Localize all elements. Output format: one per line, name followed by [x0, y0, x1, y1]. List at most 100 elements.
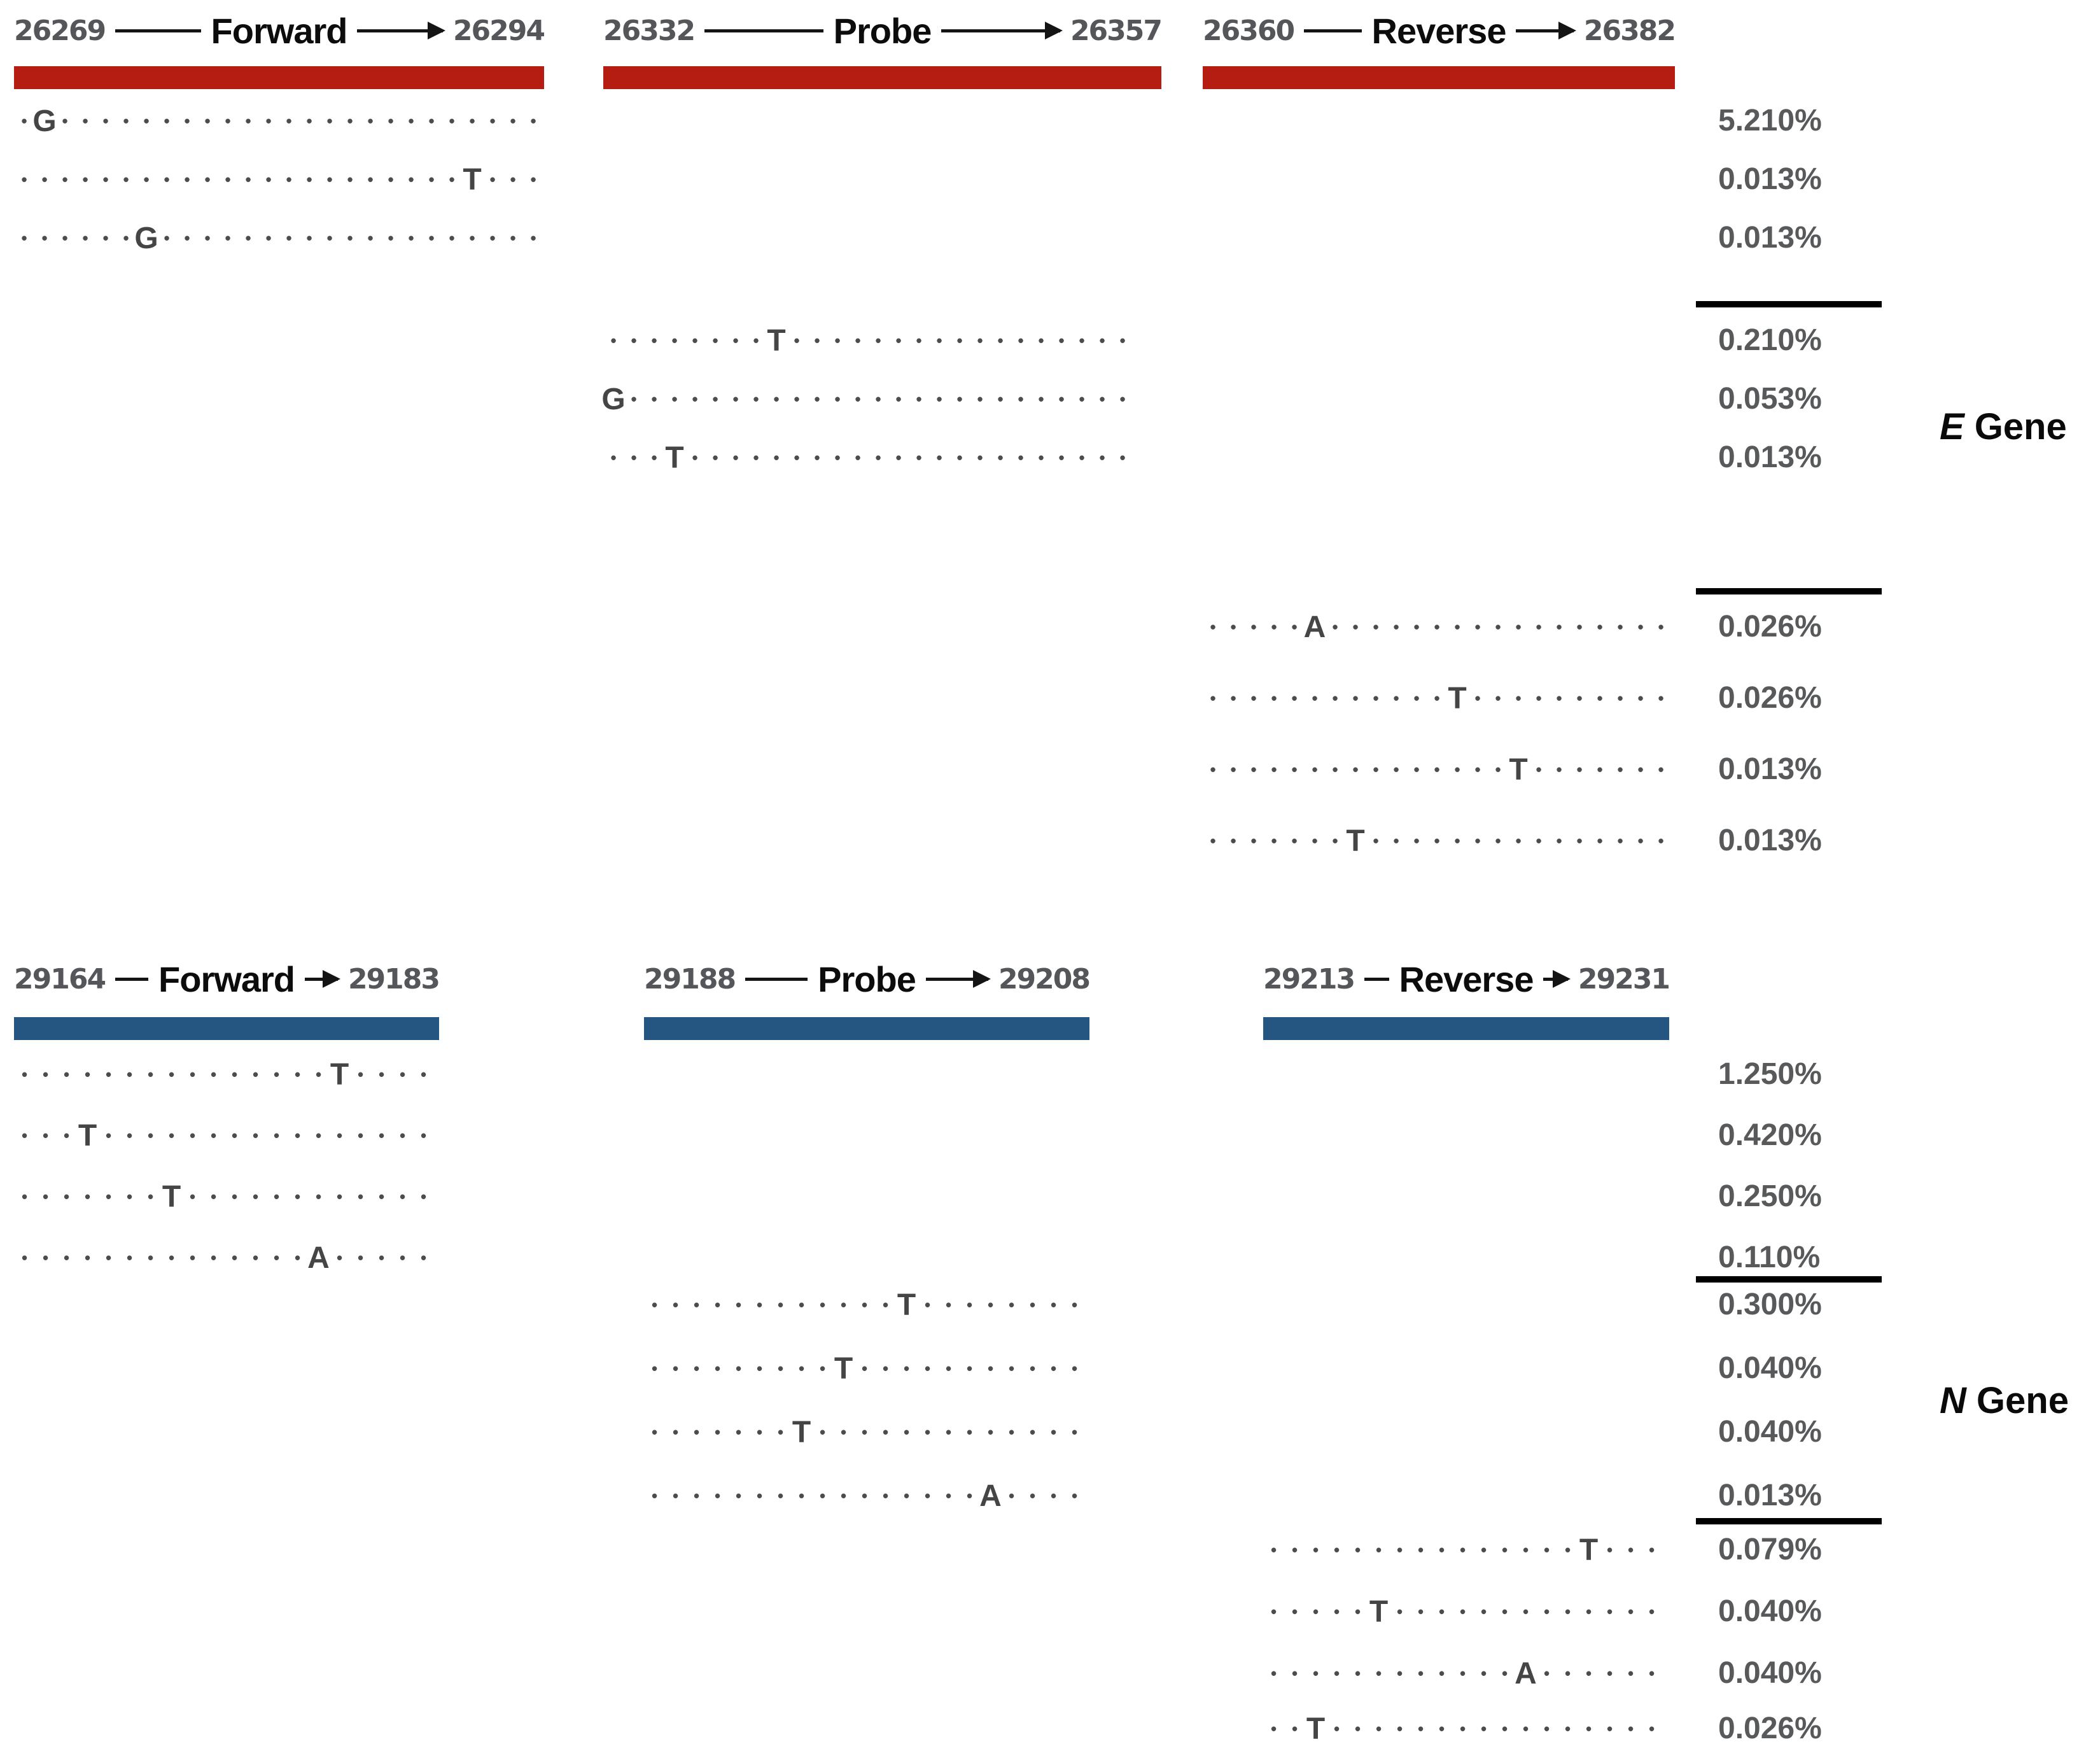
- match-dot: •: [1312, 759, 1318, 779]
- match-dot: •: [855, 389, 861, 409]
- match-dot: •: [794, 447, 800, 467]
- match-dot: •: [225, 228, 231, 248]
- match-dot: •: [1627, 1719, 1634, 1738]
- sequence-row: • • • • • • • • • • • • T • • • • • • • •: [644, 1286, 1085, 1324]
- match-dot: •: [42, 1125, 49, 1145]
- match-dot: •: [798, 1486, 805, 1505]
- match-dot: •: [840, 1295, 847, 1314]
- match-dot: •: [41, 169, 48, 189]
- match-dot: •: [1312, 688, 1318, 708]
- match-dot: •: [936, 330, 942, 350]
- match-dot: •: [489, 169, 496, 189]
- match-dot: •: [1271, 617, 1277, 636]
- match-dot: •: [1564, 1601, 1571, 1621]
- match-dot: •: [1119, 330, 1126, 350]
- match-dot: •: [378, 1248, 385, 1267]
- match-dot: •: [1637, 759, 1644, 779]
- match-dot: •: [692, 330, 698, 350]
- match-dot: •: [1413, 759, 1420, 779]
- match-dot: •: [82, 228, 88, 248]
- match-dot: •: [1312, 1601, 1319, 1621]
- match-dot: •: [631, 330, 637, 350]
- match-dot: •: [987, 1295, 994, 1314]
- match-dot: •: [777, 1422, 784, 1442]
- match-dot: •: [1396, 1601, 1403, 1621]
- match-dot: •: [1543, 1601, 1550, 1621]
- match-dot: •: [1050, 1422, 1057, 1442]
- mismatch-base: T: [1509, 752, 1528, 787]
- match-dot: •: [1396, 1663, 1403, 1683]
- match-dot: •: [41, 228, 48, 248]
- match-dot: •: [916, 389, 922, 409]
- sequence-row: • • • • • • • • • • • • • • • • • • • • • • T • • •: [14, 160, 543, 199]
- sum-divider-line: [1696, 588, 1882, 594]
- match-dot: •: [164, 228, 170, 248]
- header-line: [704, 29, 823, 32]
- gene-name-suffix: Gene: [1976, 1379, 2069, 1421]
- match-dot: •: [1536, 617, 1542, 636]
- match-dot: •: [1480, 1601, 1487, 1621]
- match-dot: •: [231, 1064, 238, 1084]
- mutation-frequency: 1.250%: [1718, 1057, 1822, 1091]
- match-dot: •: [1230, 759, 1236, 779]
- match-dot: •: [315, 1064, 322, 1084]
- match-dot: •: [357, 1248, 364, 1267]
- mismatch-base: T: [1369, 1594, 1389, 1629]
- match-dot: •: [164, 111, 170, 130]
- match-dot: •: [861, 1422, 868, 1442]
- match-dot: •: [1271, 688, 1277, 708]
- match-dot: •: [231, 1125, 238, 1145]
- mismatch-base: A: [307, 1241, 330, 1275]
- match-dot: •: [631, 389, 637, 409]
- primer-end-position: 26357: [1070, 14, 1163, 47]
- mutation-frequency: 0.300%: [1718, 1288, 1822, 1321]
- match-dot: •: [1637, 831, 1644, 850]
- match-dot: •: [388, 169, 394, 189]
- match-dot: •: [63, 1125, 70, 1145]
- match-dot: •: [773, 447, 780, 467]
- primer-bar: [14, 66, 544, 89]
- match-dot: •: [1393, 688, 1399, 708]
- match-dot: •: [882, 1486, 889, 1505]
- match-dot: •: [1058, 447, 1065, 467]
- match-dot: •: [651, 330, 657, 350]
- match-dot: •: [326, 169, 333, 189]
- match-dot: •: [1375, 1719, 1382, 1738]
- match-dot: •: [875, 330, 881, 350]
- match-dot: •: [21, 111, 27, 130]
- match-dot: •: [712, 447, 718, 467]
- match-dot: •: [1250, 617, 1257, 636]
- match-dot: •: [1250, 759, 1257, 779]
- match-dot: •: [357, 1186, 364, 1206]
- match-dot: •: [388, 111, 394, 130]
- match-dot: •: [1079, 389, 1085, 409]
- primer-name: Forward: [158, 959, 295, 999]
- match-dot: •: [1434, 688, 1440, 708]
- match-dot: •: [735, 1358, 742, 1378]
- match-dot: •: [306, 169, 312, 189]
- match-dot: •: [1438, 1601, 1445, 1621]
- match-dot: •: [147, 1064, 154, 1084]
- match-dot: •: [1434, 617, 1440, 636]
- match-dot: •: [693, 1422, 700, 1442]
- match-dot: •: [882, 1358, 889, 1378]
- match-dot: •: [449, 228, 455, 248]
- sequence-row: • • • T • • • • • • • • • • • • • • • • • • • • • •: [603, 439, 1133, 477]
- mutation-frequency: 0.013%: [1718, 752, 1822, 786]
- match-dot: •: [184, 111, 190, 130]
- match-dot: •: [189, 1186, 196, 1206]
- match-dot: •: [420, 1186, 427, 1206]
- primer-header: 26269 Forward 26294: [14, 1, 545, 60]
- match-dot: •: [1617, 759, 1623, 779]
- match-dot: •: [610, 447, 617, 467]
- match-dot: •: [777, 1358, 784, 1378]
- match-dot: •: [1373, 759, 1379, 779]
- primer-bar: [644, 1017, 1089, 1040]
- match-dot: •: [1564, 1663, 1571, 1683]
- match-dot: •: [449, 111, 455, 130]
- sum-divider-line: [1696, 1276, 1882, 1283]
- match-dot: •: [1454, 759, 1460, 779]
- match-dot: •: [672, 1295, 679, 1314]
- match-dot: •: [62, 169, 68, 189]
